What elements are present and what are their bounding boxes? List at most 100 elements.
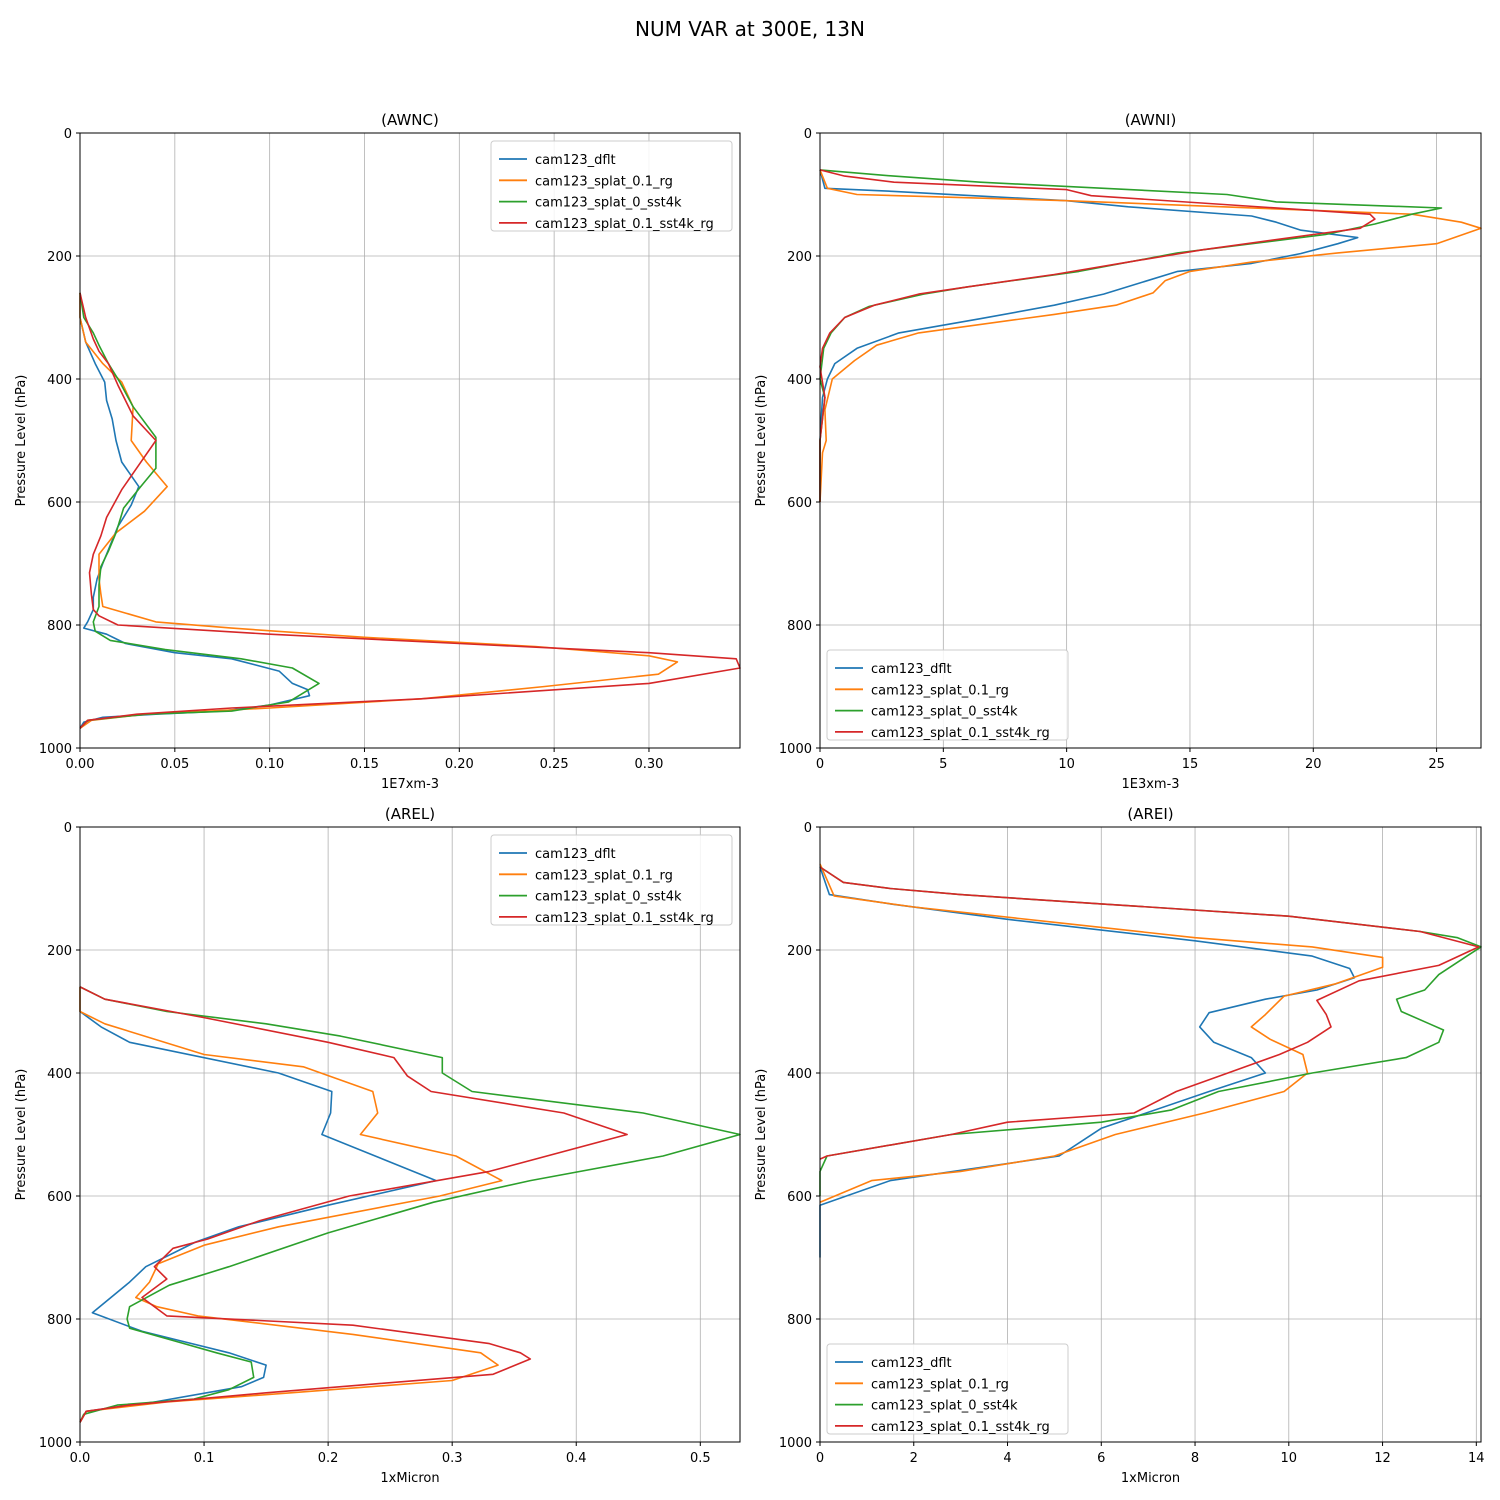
legend-entry-label: cam123_splat_0_sst4k	[871, 705, 1018, 720]
legend-entry-label: cam123_dflt	[871, 1356, 952, 1371]
legend-entry-label: cam123_splat_0.1_sst4k_rg	[871, 726, 1050, 741]
x-tick-label: 25	[1428, 757, 1445, 772]
x-tick-label: 0.3	[442, 1451, 463, 1466]
legend-entry-label: cam123_splat_0_sst4k	[535, 890, 682, 905]
panel-title: (AWNI)	[1125, 111, 1177, 129]
y-tick-label: 200	[47, 944, 72, 959]
x-tick-label: 0	[816, 1451, 824, 1466]
x-tick-label: 0.15	[350, 757, 379, 772]
y-tick-label: 200	[787, 944, 812, 959]
y-tick-label: 1000	[779, 742, 812, 757]
series-line-cam123_splat_0.1_rg	[819, 169, 1482, 503]
panel-title: (AREL)	[385, 805, 435, 823]
x-axis-label: 1E3xm-3	[1121, 777, 1179, 792]
series-line-cam123_splat_0.1_rg	[79, 986, 503, 1423]
x-tick-label: 0.30	[634, 757, 663, 772]
legend-box	[826, 1343, 1069, 1435]
series-line-cam123_splat_0_sst4k	[819, 169, 1443, 502]
panel-title: (AWNC)	[381, 111, 439, 129]
x-tick-label: 10	[1281, 1451, 1298, 1466]
x-tick-label: 0.25	[540, 757, 569, 772]
legend: cam123_dflt cam123_splat_0.1_rg cam123_spl…	[490, 140, 733, 232]
legend-entry-label: cam123_splat_0_sst4k	[871, 1399, 1018, 1414]
x-tick-label: 4	[1003, 1451, 1011, 1466]
y-tick-label: 0	[804, 127, 812, 142]
series-line-cam123_dflt	[819, 169, 1359, 502]
y-tick-label: 1000	[779, 1436, 812, 1451]
chart-panel-2: 0 5 10 15 20 25 0 200 400 600 800 1000 (AWNI) 1E3xm-3…	[754, 111, 1482, 792]
y-tick-label: 800	[787, 1313, 812, 1328]
y-tick-label: 1000	[39, 1436, 72, 1451]
series-line-cam123_splat_0.1_sst4k_rg	[819, 169, 1376, 502]
legend-entry-label: cam123_splat_0.1_sst4k_rg	[871, 1420, 1050, 1435]
x-axis-label: 1E7xm-3	[381, 777, 439, 792]
y-tick-label: 600	[47, 1190, 72, 1205]
x-tick-label: 0.1	[194, 1451, 215, 1466]
legend-entry-label: cam123_dflt	[535, 847, 616, 862]
y-tick-label: 0	[804, 821, 812, 836]
y-tick-label: 0	[64, 821, 72, 836]
y-axis-label: Pressure Level (hPa)	[754, 375, 769, 507]
x-tick-label: 0.5	[690, 1451, 711, 1466]
axes-frame	[819, 826, 1482, 1443]
y-tick-label: 400	[787, 373, 812, 388]
axes-frame	[79, 132, 741, 749]
y-tick-label: 400	[787, 1067, 812, 1082]
y-axis-label: Pressure Level (hPa)	[14, 375, 29, 507]
axes-frame	[819, 132, 1482, 749]
series-line-cam123_splat_0.1_sst4k_rg	[819, 866, 1480, 1160]
x-tick-label: 0.20	[445, 757, 474, 772]
y-axis-label: Pressure Level (hPa)	[754, 1069, 769, 1201]
chart-panel-3: 0.0 0.1 0.2 0.3 0.4 0.5 0 200 400 600 800 1000 (AREL…	[14, 805, 741, 1486]
y-tick-label: 400	[47, 1067, 72, 1082]
x-tick-label: 2	[910, 1451, 918, 1466]
y-tick-label: 800	[787, 619, 812, 634]
legend-entry-label: cam123_splat_0_sst4k	[535, 196, 682, 211]
x-tick-label: 8	[1191, 1451, 1199, 1466]
y-tick-label: 800	[47, 619, 72, 634]
x-tick-label: 20	[1305, 757, 1322, 772]
x-tick-label: 0.0	[70, 1451, 91, 1466]
x-tick-label: 0.05	[160, 757, 189, 772]
series-line-cam123_splat_0.1_rg	[79, 292, 679, 729]
x-tick-label: 0.10	[255, 757, 284, 772]
x-tick-label: 0.00	[66, 757, 95, 772]
y-tick-label: 600	[787, 1190, 812, 1205]
series-line-cam123_splat_0_sst4k	[79, 986, 741, 1423]
legend-box	[826, 649, 1069, 741]
x-tick-label: 0.2	[318, 1451, 339, 1466]
y-tick-label: 1000	[39, 742, 72, 757]
series-line-cam123_splat_0_sst4k	[79, 292, 320, 729]
legend-entry-label: cam123_splat_0.1_rg	[871, 683, 1009, 698]
legend-entry-label: cam123_dflt	[871, 662, 952, 677]
legend: cam123_dflt cam123_splat_0.1_rg cam123_spl…	[826, 1343, 1069, 1435]
legend-entry-label: cam123_splat_0.1_sst4k_rg	[535, 217, 714, 232]
series-line-cam123_splat_0.1_sst4k_rg	[79, 986, 628, 1423]
x-axis-label: 1xMicron	[1121, 1471, 1180, 1486]
series-line-cam123_splat_0.1_sst4k_rg	[79, 292, 741, 729]
legend-box	[490, 834, 733, 926]
legend-entry-label: cam123_splat_0.1_rg	[535, 174, 673, 189]
series-line-cam123_dflt	[79, 292, 311, 729]
y-axis-label: Pressure Level (hPa)	[14, 1069, 29, 1201]
chart-panel-1: 0.00 0.05 0.10 0.15 0.20 0.25 0.30 0 200 400 600 80…	[14, 111, 741, 792]
series-line-cam123_dflt	[819, 866, 1356, 1258]
x-tick-label: 5	[939, 757, 947, 772]
legend-entry-label: cam123_dflt	[535, 153, 616, 168]
y-tick-label: 200	[787, 250, 812, 265]
x-tick-label: 14	[1468, 1451, 1485, 1466]
x-tick-label: 15	[1182, 757, 1199, 772]
y-tick-label: 600	[47, 496, 72, 511]
x-tick-label: 6	[1097, 1451, 1105, 1466]
x-tick-label: 10	[1058, 757, 1075, 772]
legend-box	[490, 140, 733, 232]
x-tick-label: 0	[816, 757, 824, 772]
y-tick-label: 200	[47, 250, 72, 265]
series-line-cam123_dflt	[79, 986, 437, 1423]
y-tick-label: 400	[47, 373, 72, 388]
chart-panel-4: 0 2 4 6 8 10 12 14 0 200 400 600 800 1000 (AREI) 1xMicr…	[754, 805, 1485, 1486]
y-tick-label: 600	[787, 496, 812, 511]
x-axis-label: 1xMicron	[380, 1471, 439, 1486]
y-tick-label: 800	[47, 1313, 72, 1328]
